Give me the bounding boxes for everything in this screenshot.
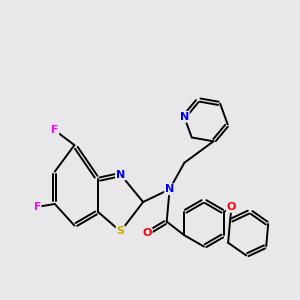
- Text: O: O: [142, 228, 152, 239]
- Text: S: S: [117, 226, 124, 236]
- Text: N: N: [180, 112, 189, 122]
- Text: F: F: [51, 125, 58, 135]
- Text: F: F: [34, 202, 41, 212]
- Text: N: N: [165, 184, 174, 194]
- Text: N: N: [116, 169, 125, 179]
- Text: O: O: [227, 202, 236, 212]
